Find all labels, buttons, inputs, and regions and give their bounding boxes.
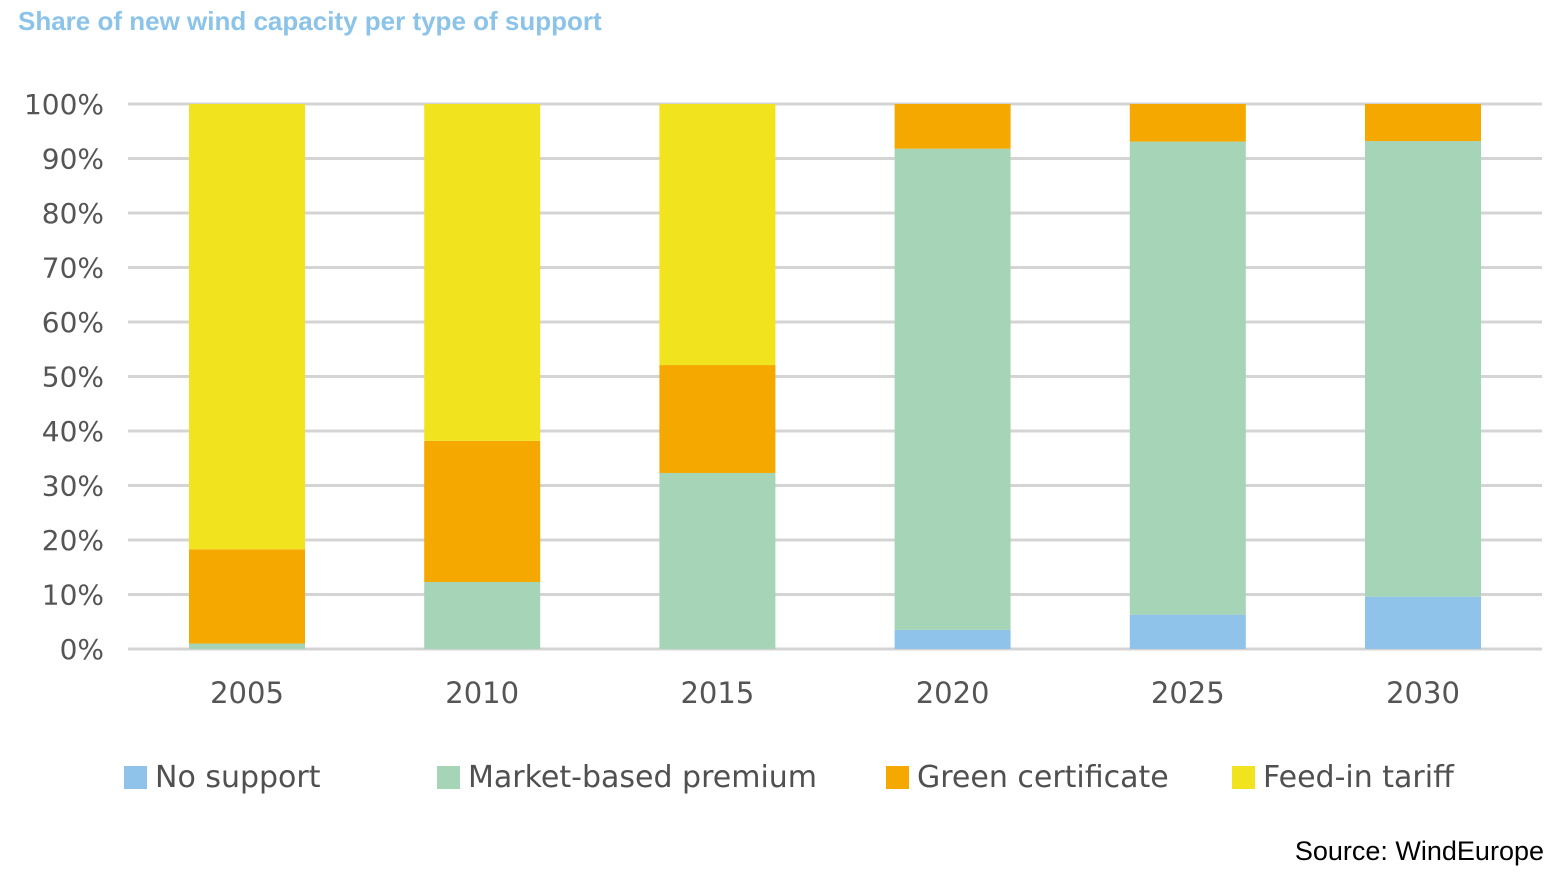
x-tick-label: 2025 bbox=[1151, 676, 1225, 710]
bar-segment-market-based-premium-2015 bbox=[659, 472, 776, 649]
gridlines bbox=[128, 102, 1542, 651]
y-tick-label: 100% bbox=[24, 88, 104, 121]
y-axis-ticks: 0% 10% 20% 30% 40% 50% 60% 70% 80% 90% 100% bbox=[24, 88, 104, 666]
legend-label: Feed-in tariff bbox=[1263, 759, 1454, 795]
bar-segment-no-support-2025 bbox=[1129, 614, 1246, 649]
x-tick-label: 2030 bbox=[1386, 676, 1460, 710]
legend-swatch bbox=[124, 765, 147, 789]
bar-segment-green-certificate-2015 bbox=[659, 365, 776, 473]
bar-segment-market-based-premium-2010 bbox=[424, 581, 541, 649]
legend-item-no-support: No support bbox=[124, 755, 321, 799]
bar-segment-green-certificate-2025 bbox=[1129, 104, 1246, 142]
legend-swatch bbox=[1232, 765, 1255, 789]
y-tick-label: 0% bbox=[60, 633, 104, 666]
y-tick-label: 60% bbox=[42, 306, 104, 339]
bar-segment-market-based-premium-2025 bbox=[1129, 141, 1246, 615]
chart-legend: No support Market-based premium Green cert… bbox=[0, 755, 1556, 799]
bar-segment-market-based-premium-2005 bbox=[189, 643, 305, 649]
bar-segment-market-based-premium-2030 bbox=[1365, 141, 1481, 597]
x-tick-label: 2020 bbox=[916, 676, 990, 710]
x-tick-label: 2010 bbox=[445, 676, 519, 710]
x-tick-label: 2005 bbox=[210, 676, 284, 710]
x-tick-label: 2015 bbox=[680, 676, 754, 710]
legend-label: No support bbox=[155, 759, 321, 795]
bar-segment-green-certificate-2010 bbox=[424, 440, 541, 582]
bar-segment-green-certificate-2020 bbox=[894, 104, 1011, 149]
legend-label: Market-based premium bbox=[468, 759, 818, 795]
bar-segment-feed-in-tariff-2005 bbox=[189, 104, 305, 550]
bar-segment-feed-in-tariff-2015 bbox=[659, 104, 776, 366]
y-tick-label: 20% bbox=[42, 524, 104, 557]
bar-segment-market-based-premium-2020 bbox=[894, 148, 1011, 630]
legend-item-green-certificate: Green certificate bbox=[886, 755, 1169, 799]
legend-swatch bbox=[886, 765, 909, 789]
y-tick-label: 10% bbox=[42, 579, 104, 612]
chart-title: Share of new wind capacity per type of s… bbox=[18, 6, 602, 36]
y-tick-label: 30% bbox=[42, 470, 104, 503]
y-tick-label: 90% bbox=[42, 143, 104, 176]
legend-label: Green certificate bbox=[917, 759, 1169, 795]
source-note: Source: WindEurope bbox=[1294, 836, 1544, 866]
y-tick-label: 70% bbox=[42, 252, 104, 285]
bar-segment-green-certificate-2030 bbox=[1365, 104, 1481, 142]
legend-swatch bbox=[437, 765, 460, 789]
bar-segment-no-support-2030 bbox=[1365, 596, 1481, 649]
bars bbox=[189, 104, 1481, 649]
legend-item-feed-in-tariff: Feed-in tariff bbox=[1232, 755, 1454, 799]
bar-segment-feed-in-tariff-2010 bbox=[424, 104, 541, 441]
legend-item-market-based-premium: Market-based premium bbox=[437, 755, 817, 799]
x-axis-ticks: 2005 2010 2015 2020 2025 2030 bbox=[210, 676, 1460, 710]
bar-segment-green-certificate-2005 bbox=[189, 549, 305, 644]
y-tick-label: 40% bbox=[42, 415, 104, 448]
bar-segment-no-support-2020 bbox=[894, 629, 1011, 649]
y-tick-label: 50% bbox=[42, 361, 104, 394]
y-tick-label: 80% bbox=[42, 197, 104, 230]
